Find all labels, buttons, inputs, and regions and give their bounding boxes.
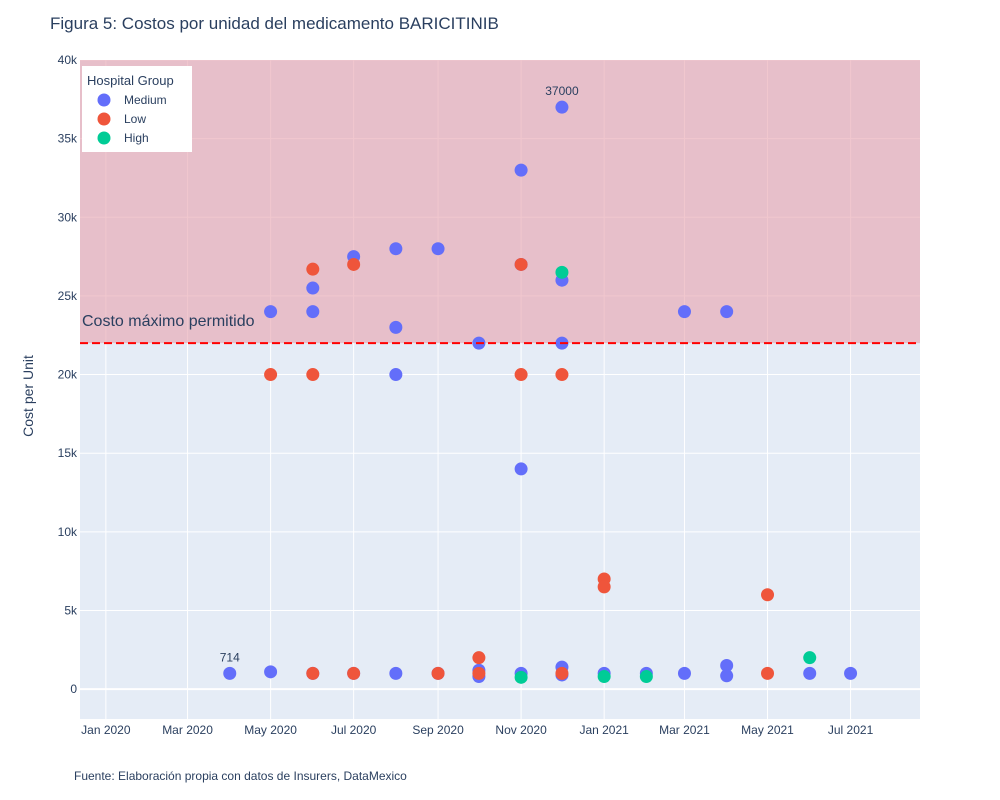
data-point[interactable] [514,368,528,382]
data-point[interactable] [306,666,320,680]
data-point[interactable] [431,666,445,680]
data-point[interactable] [555,368,569,382]
x-tick-label: Jan 2021 [579,723,629,737]
x-axis-ticks: Jan 2020 Mar 2020 May 2020 Jul 2020 Sep 2020… [81,723,873,737]
data-point[interactable] [431,242,445,256]
y-tick-label: 15k [58,446,78,460]
legend-item-label: High [124,131,149,145]
data-point[interactable] [264,368,278,382]
data-point[interactable] [514,462,528,476]
x-tick-label: Jul 2021 [828,723,874,737]
legend-marker [97,131,111,145]
data-point[interactable] [803,651,817,665]
data-point[interactable] [472,666,486,680]
data-point[interactable] [803,666,817,680]
data-point[interactable] [639,670,653,684]
data-point[interactable] [347,257,361,271]
source-note: Fuente: Elaboración propia con datos de … [74,769,407,783]
y-tick-label: 30k [58,210,78,224]
data-point[interactable] [306,305,320,319]
data-point[interactable] [720,659,734,673]
y-tick-label: 10k [58,525,78,539]
data-point[interactable] [223,666,237,680]
x-tick-label: Nov 2020 [495,723,547,737]
y-tick-label: 20k [58,368,78,382]
data-point[interactable] [677,666,691,680]
x-tick-label: Mar 2020 [162,723,213,737]
data-point[interactable] [597,670,611,684]
data-point[interactable] [514,163,528,177]
data-point[interactable] [597,580,611,594]
data-label: 714 [220,650,240,664]
data-point[interactable] [720,305,734,319]
x-tick-label: Jan 2020 [81,723,131,737]
x-tick-label: Mar 2021 [659,723,710,737]
data-point[interactable] [472,651,486,665]
x-tick-label: May 2020 [244,723,297,737]
data-point[interactable] [264,305,278,319]
data-point[interactable] [555,265,569,279]
x-tick-label: Jul 2020 [331,723,377,737]
data-point[interactable] [761,588,775,602]
data-point[interactable] [677,305,691,319]
data-point[interactable] [389,242,403,256]
data-point[interactable] [514,257,528,271]
data-point[interactable] [555,666,569,680]
y-tick-label: 25k [58,289,78,303]
data-label: 37000 [545,84,579,98]
over-limit-region [80,60,920,344]
y-axis-title: Cost per Unit [20,355,36,437]
data-points[interactable] [223,100,858,684]
data-point[interactable] [347,666,361,680]
y-tick-label: 35k [58,132,78,146]
y-axis-ticks: 0 5k 10k 15k 20k 25k 30k 35k 40k [58,53,78,696]
y-tick-label: 40k [58,53,78,67]
x-tick-label: Sep 2020 [412,723,464,737]
data-point[interactable] [555,100,569,114]
data-point[interactable] [844,666,858,680]
legend-title: Hospital Group [87,73,174,88]
legend-item-label: Low [124,112,146,126]
data-point[interactable] [389,368,403,382]
data-point[interactable] [264,665,278,679]
data-point[interactable] [761,666,775,680]
legend[interactable]: Hospital Group Medium Low High [82,66,192,152]
legend-items[interactable]: Medium Low High [97,93,167,145]
y-tick-label: 5k [64,603,78,617]
data-point[interactable] [306,281,320,295]
data-point[interactable] [306,368,320,382]
annotations: 714 37000 [220,84,579,664]
threshold-label: Costo máximo permitido [82,313,255,330]
data-point[interactable] [720,669,734,683]
legend-marker [97,93,111,107]
data-point[interactable] [389,320,403,334]
legend-item-label: Medium [124,93,167,107]
data-point[interactable] [306,262,320,276]
data-point[interactable] [514,670,528,684]
data-point[interactable] [389,666,403,680]
legend-marker [97,112,111,126]
x-tick-label: May 2021 [741,723,794,737]
chart-title: Figura 5: Costos por unidad del medicame… [50,14,499,33]
y-tick-label: 0 [70,682,77,696]
